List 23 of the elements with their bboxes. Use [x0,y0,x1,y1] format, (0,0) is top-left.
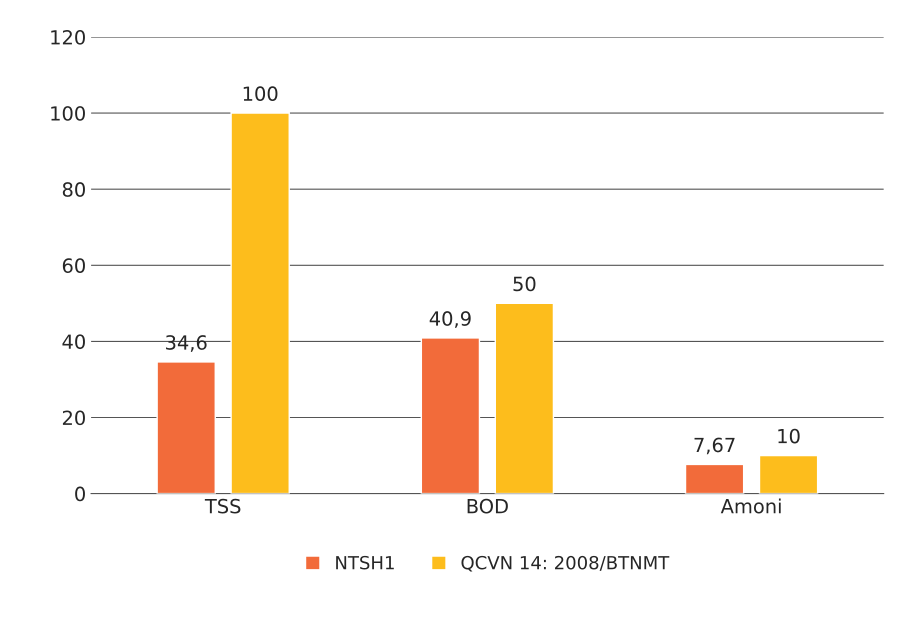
y-tick-label: 40 [62,334,85,350]
bar [420,337,480,494]
bar [494,302,554,494]
y-tick-label: 20 [62,410,85,426]
bar [230,112,290,494]
y-tick-label: 60 [62,258,85,273]
bar [156,361,216,494]
data-label: 100 [244,86,278,102]
x-tick-label: Amoni [720,498,781,514]
bar [758,454,818,494]
x-tick-label: TSS [204,498,240,514]
y-tick-label: 120 [51,30,85,45]
y-tick-label: 0 [75,486,85,502]
legend-label: QCVN 14: 2008/BTNMT [461,556,670,572]
y-tick-label: 80 [62,182,85,197]
data-label: 10 [778,428,800,444]
legend-label: NTSH1 [336,556,394,570]
y-tick-label: 100 [51,106,85,121]
data-label: 50 [514,276,536,292]
data-label: 7,67 [694,438,735,454]
data-label: 40,9 [430,311,471,328]
bar [684,464,744,494]
x-tick-label: BOD [468,498,508,514]
